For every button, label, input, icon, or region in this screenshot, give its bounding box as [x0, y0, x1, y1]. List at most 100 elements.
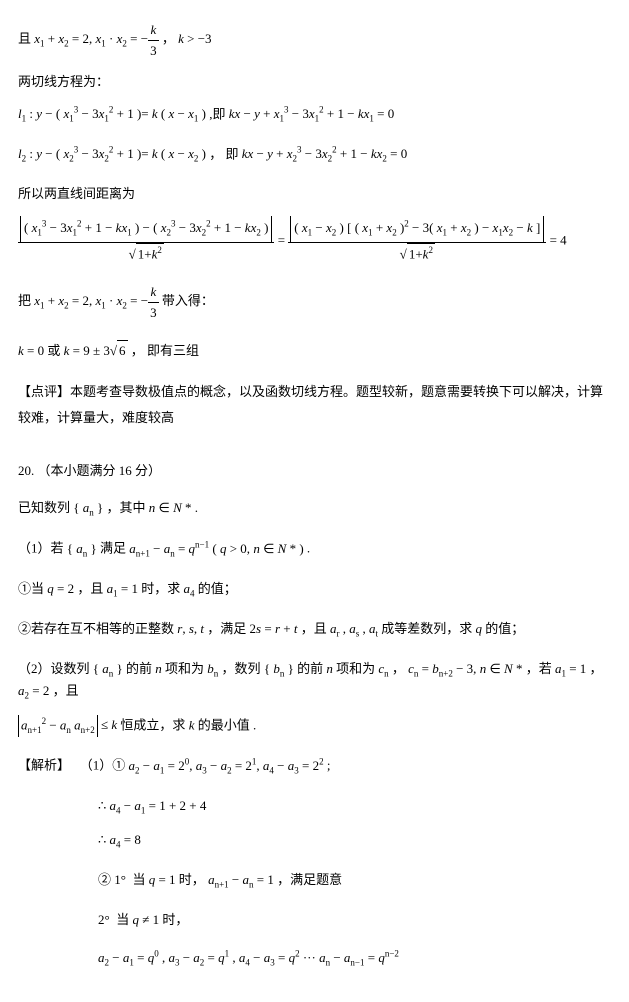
t: 带入得： — [162, 293, 214, 308]
m: q ≠ 1 — [132, 912, 159, 927]
solution-line: 【解析】 （1）① a2 − a1 = 20, a3 − a2 = 21, a4… — [18, 755, 611, 777]
t: 项和为 — [333, 661, 379, 676]
m: bn — [207, 661, 218, 676]
t: . — [307, 541, 310, 556]
m: l1 : y − ( x13 − 3x12 + 1 )= k ( x − x1 … — [18, 106, 206, 121]
m: a2 − a1 = 20, a3 − a2 = 21, a4 − a3 = 22 — [129, 758, 324, 773]
t: 或 — [47, 343, 63, 358]
m: a4 — [183, 581, 194, 596]
text-line: 两切线方程为： — [18, 72, 611, 92]
spacer — [18, 449, 611, 461]
m: x1 + x2 = 2, x1 · x2 = −k3 ， k > −3 — [34, 31, 211, 46]
m: { an } — [93, 661, 123, 676]
t: 时， — [162, 912, 188, 927]
m: k = 9 ± 3√6 — [64, 343, 128, 358]
t: 的前 — [126, 661, 155, 676]
m: q — [476, 621, 483, 636]
t: ，满足 — [207, 621, 249, 636]
t: 的值； — [485, 621, 524, 636]
m: a1 = 1 — [107, 581, 138, 596]
t: 成等差数列，求 — [381, 621, 475, 636]
t: 恒成立，求 — [120, 717, 188, 732]
m: a1 = 1 — [555, 661, 586, 676]
t: 把 — [18, 293, 34, 308]
m: ∴ a4 = 8 — [98, 832, 141, 847]
t: 2° 当 — [98, 912, 132, 927]
t: ,即 — [209, 106, 229, 121]
m: r, s, t — [177, 621, 204, 636]
solution-line: a2 − a1 = q0 , a3 − a2 = q1 , a4 − a3 = … — [18, 948, 611, 970]
text-line: 把 x1 + x2 = 2, x1 · x2 = −k3 带入得： — [18, 282, 611, 322]
solution-line: ∴ a4 − a1 = 1 + 2 + 4 — [18, 796, 611, 818]
t: ， 即 — [209, 146, 242, 161]
t: （2）设数列 — [18, 661, 93, 676]
m: ar , as , at — [330, 621, 378, 636]
t: 时， — [179, 872, 208, 887]
t: ，且 — [77, 581, 106, 596]
m: cn = bn+2 − 3, n ∈ N * — [408, 661, 522, 676]
t: ，满足题意 — [277, 872, 342, 887]
question-number: 20. （本小题满分 16 分） — [18, 461, 611, 481]
t: . — [195, 500, 198, 515]
t: 且 — [18, 31, 34, 46]
m: { an } — [67, 541, 97, 556]
m: cn — [378, 661, 388, 676]
text-line: l2 : y − ( x23 − 3x22 + 1 )= k ( x − x2 … — [18, 144, 611, 166]
m: { bn } — [264, 661, 294, 676]
m: q = 2 — [47, 581, 74, 596]
t: ，其中 — [107, 500, 149, 515]
m: ∴ a4 − a1 = 1 + 2 + 4 — [98, 798, 206, 813]
distance-equation: ( x13 − 3x12 + 1 − kx1 ) − ( x23 − 3x22 … — [18, 216, 611, 264]
t: ， — [590, 661, 603, 676]
text-line: ①当 q = 2 ，且 a1 = 1 时，求 a4 的值； — [18, 579, 611, 601]
solution-line: ∴ a4 = 8 — [18, 830, 611, 852]
t: ，且 — [301, 621, 330, 636]
m: an+12 − an an+2 ≤ k — [18, 717, 117, 732]
t: 的前 — [297, 661, 326, 676]
text-line: 已知数列 { an } ，其中 n ∈ N * . — [18, 498, 611, 520]
t: 满足 — [100, 541, 129, 556]
text-line: k = 0 或 k = 9 ± 3√6 ， 即有三组 — [18, 340, 611, 361]
text-line: 且 x1 + x2 = 2, x1 · x2 = −k3 ， k > −3 — [18, 20, 611, 60]
m: a2 = 2 — [18, 683, 49, 698]
t: ①当 — [18, 581, 47, 596]
m: x1 + x2 = 2, x1 · x2 = −k3 — [34, 293, 158, 308]
m: an+1 − an = qn−1 ( q > 0, n ∈ N * ) — [129, 541, 303, 556]
t: ， 即有三组 — [131, 343, 199, 358]
t: 已知数列 — [18, 500, 73, 515]
t: （1）① — [73, 758, 128, 773]
comment: 【点评】本题考查导数极值点的概念，以及函数切线方程。题型较新，题意需要转换下可以… — [18, 379, 611, 431]
text-line: ②若存在互不相等的正整数 r, s, t ，满足 2s = r + t ，且 a… — [18, 619, 611, 641]
m: k — [189, 717, 195, 732]
t: 时，求 — [141, 581, 183, 596]
m: { an } — [73, 500, 103, 515]
t: 项和为 — [162, 661, 208, 676]
t: 的最小值 . — [198, 717, 257, 732]
m: a2 − a1 = q0 , a3 − a2 = q1 , a4 − a3 = … — [98, 950, 399, 965]
t: ， — [392, 661, 408, 676]
solution-line: 2° 当 q ≠ 1 时， — [18, 910, 611, 930]
t: ，数列 — [222, 661, 264, 676]
m: k = 0 — [18, 343, 44, 358]
t: 的值； — [198, 581, 237, 596]
m: an+1 − an = 1 — [208, 872, 274, 887]
t: ; — [327, 758, 331, 773]
m: 2s = r + t — [250, 621, 298, 636]
text-line: 所以两直线间距离为 — [18, 184, 611, 204]
m: kx − y + x13 − 3x12 + 1 − kx1 = 0 — [229, 106, 394, 121]
t: （1）若 — [18, 541, 67, 556]
t: ② 1° 当 — [98, 872, 149, 887]
m: kx − y + x23 − 3x22 + 1 − kx2 = 0 — [242, 146, 407, 161]
m: q = 1 — [149, 872, 176, 887]
text-line: （2）设数列 { an } 的前 n 项和为 bn ，数列 { bn } 的前 … — [18, 659, 611, 703]
t: ②若存在互不相等的正整数 — [18, 621, 177, 636]
solution-line: ② 1° 当 q = 1 时， an+1 − an = 1 ，满足题意 — [18, 870, 611, 892]
text-line: l1 : y − ( x13 − 3x12 + 1 )= k ( x − x1 … — [18, 104, 611, 126]
t: ，若 — [526, 661, 555, 676]
text-line: an+12 − an an+2 ≤ k 恒成立，求 k 的最小值 . — [18, 715, 611, 737]
m: l2 : y − ( x23 − 3x22 + 1 )= k ( x − x2 … — [18, 146, 206, 161]
m: n ∈ N * — [149, 500, 192, 515]
text-line: （1）若 { an } 满足 an+1 − an = qn−1 ( q > 0,… — [18, 538, 611, 560]
solution-header: 【解析】 — [18, 758, 70, 773]
t: ，且 — [53, 683, 79, 698]
